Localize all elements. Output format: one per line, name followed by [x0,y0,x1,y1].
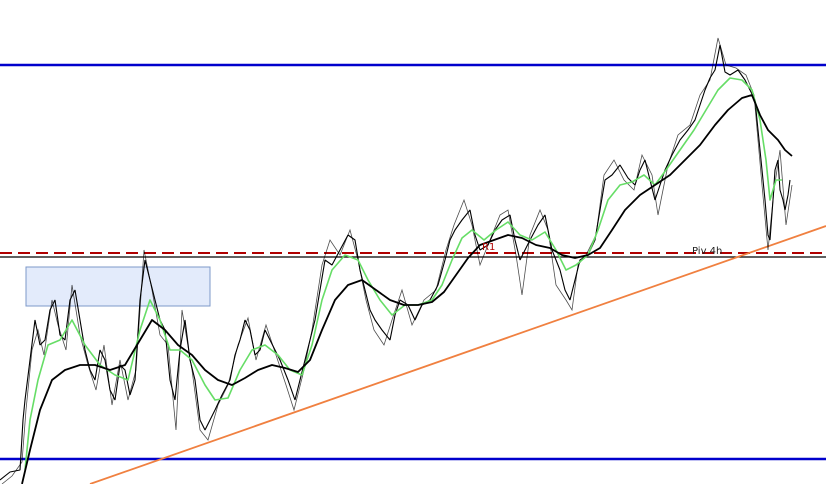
zone-box [25,266,211,307]
price-bars-shadow [1,37,793,484]
trend-line [89,225,826,484]
pivot-label: Piv 4h [692,246,722,257]
price-bars [0,44,791,481]
r1-label: R1 [482,242,495,253]
slow-average [21,94,793,484]
